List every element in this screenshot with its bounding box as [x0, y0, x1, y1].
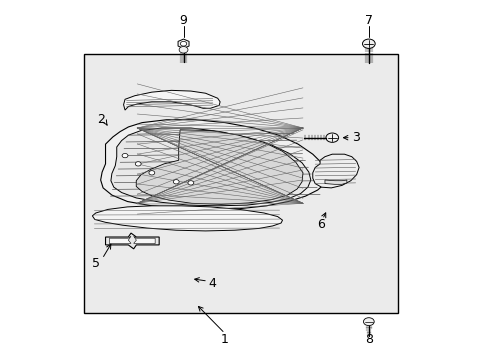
Text: 6: 6 — [317, 218, 325, 231]
Circle shape — [187, 181, 193, 185]
Text: 2: 2 — [97, 113, 104, 126]
Polygon shape — [92, 206, 282, 231]
Text: 7: 7 — [364, 14, 372, 27]
Circle shape — [362, 39, 374, 48]
Polygon shape — [123, 90, 220, 110]
Circle shape — [149, 171, 155, 175]
Polygon shape — [325, 180, 346, 184]
Polygon shape — [109, 236, 131, 244]
Circle shape — [180, 41, 186, 46]
Polygon shape — [136, 130, 303, 204]
Polygon shape — [111, 128, 310, 206]
Circle shape — [179, 46, 187, 53]
Text: 3: 3 — [351, 131, 359, 144]
Polygon shape — [101, 120, 328, 210]
Circle shape — [363, 318, 373, 325]
Circle shape — [122, 153, 128, 158]
Text: 4: 4 — [208, 278, 216, 291]
Circle shape — [325, 133, 338, 142]
Text: 9: 9 — [179, 14, 187, 27]
Polygon shape — [105, 233, 159, 249]
Circle shape — [135, 162, 141, 166]
Bar — [83, 54, 397, 313]
Text: 5: 5 — [92, 257, 100, 270]
Polygon shape — [133, 236, 155, 244]
Circle shape — [173, 180, 179, 184]
Text: 1: 1 — [221, 333, 228, 346]
Polygon shape — [312, 154, 358, 188]
Polygon shape — [178, 39, 189, 48]
Text: 8: 8 — [364, 333, 372, 346]
